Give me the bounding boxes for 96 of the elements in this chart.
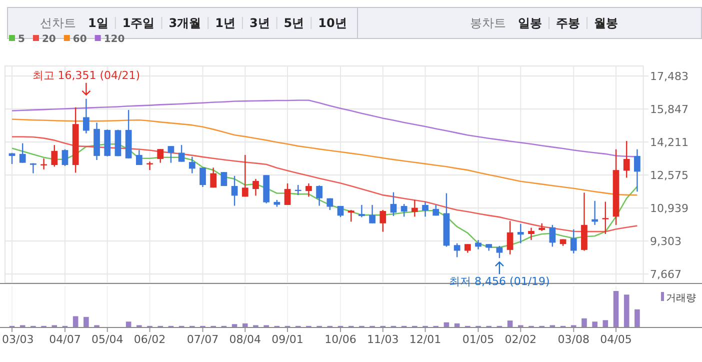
legend-label: 5 bbox=[18, 34, 25, 45]
candlestick bbox=[348, 209, 354, 222]
line-series bbox=[11, 118, 638, 196]
bar bbox=[602, 320, 608, 327]
candlestick bbox=[8, 152, 16, 165]
candlestick bbox=[369, 204, 376, 224]
candlestick bbox=[178, 144, 185, 162]
y-tick-label: 12,575 bbox=[650, 169, 688, 182]
candlestick bbox=[284, 182, 291, 206]
x-tick-label: 10/06 bbox=[324, 333, 356, 346]
candlestick bbox=[411, 199, 418, 218]
candlestick bbox=[157, 148, 164, 164]
text: 1년 bbox=[215, 16, 236, 30]
bar bbox=[454, 323, 460, 327]
legend-label: 거래량 bbox=[666, 293, 696, 304]
x-tick-label: 02/02 bbox=[504, 333, 536, 346]
candlestick bbox=[51, 144, 58, 168]
candlestick bbox=[496, 245, 503, 259]
y-tick-label: 14,211 bbox=[650, 136, 688, 149]
x-tick-label: 09/01 bbox=[272, 333, 304, 346]
legend-label: 60 bbox=[72, 34, 87, 45]
text: 봉차트 bbox=[470, 16, 506, 30]
text: 1일 bbox=[88, 16, 108, 30]
x-tick-label: 11/03 bbox=[367, 333, 399, 346]
candlestick bbox=[400, 203, 408, 218]
bar bbox=[84, 316, 89, 327]
x-tick-label: 01/05 bbox=[462, 333, 494, 346]
candlestick bbox=[475, 239, 482, 250]
candlestick bbox=[358, 204, 365, 218]
legend-label: 120 bbox=[104, 34, 125, 45]
y-tick-label: 7,667 bbox=[650, 268, 682, 281]
candlestick bbox=[549, 224, 556, 248]
text: 선차트 bbox=[40, 16, 76, 30]
bar bbox=[232, 324, 238, 327]
candlestick bbox=[40, 158, 47, 170]
x-tick-label: 07/07 bbox=[186, 333, 219, 346]
candlestick bbox=[602, 201, 609, 235]
bar bbox=[592, 322, 598, 327]
text: 3개월 bbox=[168, 16, 202, 30]
x-tick-label: 12/01 bbox=[409, 333, 442, 346]
y-tick-label: 15,847 bbox=[650, 103, 688, 116]
candlestick bbox=[210, 167, 217, 188]
candlestick bbox=[454, 242, 460, 258]
annotation: 최고 16,351 (04/21) bbox=[32, 68, 140, 82]
bar bbox=[613, 291, 619, 327]
y-tick-label: 17,483 bbox=[650, 70, 688, 83]
candlestick bbox=[422, 201, 428, 218]
candlestick bbox=[136, 149, 142, 166]
x-tick-label: 03/03 bbox=[2, 333, 34, 346]
candlestick bbox=[242, 154, 248, 198]
candlestick bbox=[188, 156, 196, 174]
bar bbox=[242, 323, 248, 327]
candlestick bbox=[316, 184, 322, 206]
x-tick-label: 08/04 bbox=[229, 333, 261, 346]
candlestick bbox=[62, 148, 68, 167]
text: 3년 bbox=[249, 16, 270, 30]
candlestick bbox=[220, 171, 228, 187]
bar bbox=[444, 322, 450, 327]
bar bbox=[582, 318, 587, 327]
candlestick bbox=[506, 220, 514, 255]
bar bbox=[624, 294, 630, 327]
candlestick bbox=[380, 209, 386, 232]
candlestick bbox=[390, 192, 397, 217]
annotation: 최저 8,456 (01/19) bbox=[449, 275, 550, 288]
text: 주봉 bbox=[556, 16, 580, 30]
bar bbox=[72, 316, 78, 327]
text: 5년 bbox=[284, 16, 304, 30]
candlestick bbox=[82, 98, 90, 134]
text: 1주일 bbox=[122, 16, 155, 30]
text: 10년 bbox=[318, 16, 347, 30]
x-tick-label: 05/04 bbox=[92, 333, 124, 346]
x-tick-label: 04/07 bbox=[49, 333, 81, 346]
candlestick bbox=[252, 178, 259, 196]
candlestick bbox=[146, 160, 153, 171]
text: 월봉 bbox=[594, 16, 618, 30]
x-tick-label: 03/08 bbox=[558, 333, 590, 346]
candlestick bbox=[30, 162, 36, 174]
candlestick bbox=[517, 223, 524, 244]
x-tick-label: 06/02 bbox=[134, 333, 166, 346]
candlestick bbox=[231, 175, 238, 206]
candlestick bbox=[623, 140, 630, 178]
candlestick bbox=[528, 227, 534, 241]
candlestick bbox=[634, 148, 640, 192]
candlestick bbox=[168, 145, 174, 164]
text: 일봉 bbox=[518, 16, 542, 30]
candlestick bbox=[306, 182, 312, 198]
y-tick-label: 9,303 bbox=[650, 235, 682, 248]
x-tick-label: 04/05 bbox=[600, 333, 632, 346]
candlestick bbox=[570, 228, 577, 254]
bar bbox=[126, 322, 132, 327]
legend-label: 20 bbox=[42, 34, 56, 45]
y-tick-label: 10,939 bbox=[650, 202, 688, 215]
bar bbox=[507, 320, 513, 327]
bar bbox=[634, 309, 640, 327]
candlestick bbox=[19, 142, 26, 164]
candlestick bbox=[200, 167, 206, 188]
